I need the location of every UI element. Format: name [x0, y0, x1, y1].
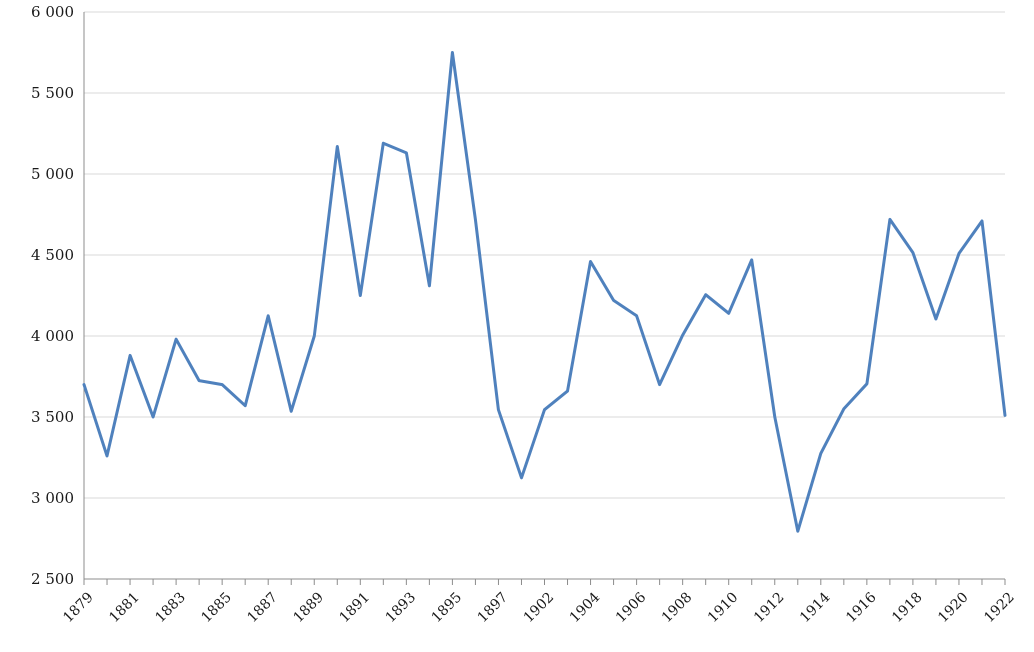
x-tick-label: 1912: [751, 589, 788, 626]
x-tick-label: 1908: [659, 589, 696, 626]
axes: [83, 12, 1006, 585]
x-tick-label: 1902: [521, 589, 558, 626]
y-tick-label: 5 000: [31, 165, 74, 183]
y-tick-label: 4 000: [31, 327, 74, 345]
y-tick-label: 5 500: [31, 84, 74, 102]
series-line-0: [82, 51, 1007, 533]
x-tick-label: 1879: [60, 589, 97, 626]
y-tick-label: 2 500: [31, 570, 74, 588]
x-tick-label: 1891: [337, 589, 374, 626]
y-tick-label: 3 500: [31, 408, 74, 426]
x-tick-label: 1918: [889, 589, 926, 626]
gridlines: [84, 11, 1005, 499]
y-tick-label: 4 500: [31, 246, 74, 264]
y-tick-label: 6 000: [31, 3, 74, 21]
x-tick-label: 1897: [475, 589, 512, 626]
x-tick-label: 1922: [981, 589, 1018, 626]
x-tick-label: 1895: [429, 589, 466, 626]
x-tick-label: 1887: [244, 589, 281, 626]
x-tick-label: 1889: [290, 589, 327, 626]
x-axis-ticks: 1879 1881 1883 1885 1887 1889 1891 1893 1895 1897…: [60, 589, 1018, 626]
y-tick-label: 3 000: [31, 489, 74, 507]
x-tick-label: 1906: [613, 589, 650, 626]
x-tick-label: 1914: [797, 589, 834, 626]
x-tick-label: 1910: [705, 589, 742, 626]
x-tick-label: 1883: [152, 589, 189, 626]
x-tick-label: 1920: [935, 589, 972, 626]
x-tick-label: 1881: [106, 589, 143, 626]
series-layer: [82, 51, 1007, 533]
x-tick-label: 1904: [567, 589, 604, 626]
x-tick-label: 1885: [198, 589, 235, 626]
x-tick-label: 1893: [383, 589, 420, 626]
y-axis-ticks: 2 500 3 000 3 500 4 000 4 500 5 000 5 500 6 000: [31, 3, 74, 588]
x-tick-label: 1916: [843, 589, 880, 626]
